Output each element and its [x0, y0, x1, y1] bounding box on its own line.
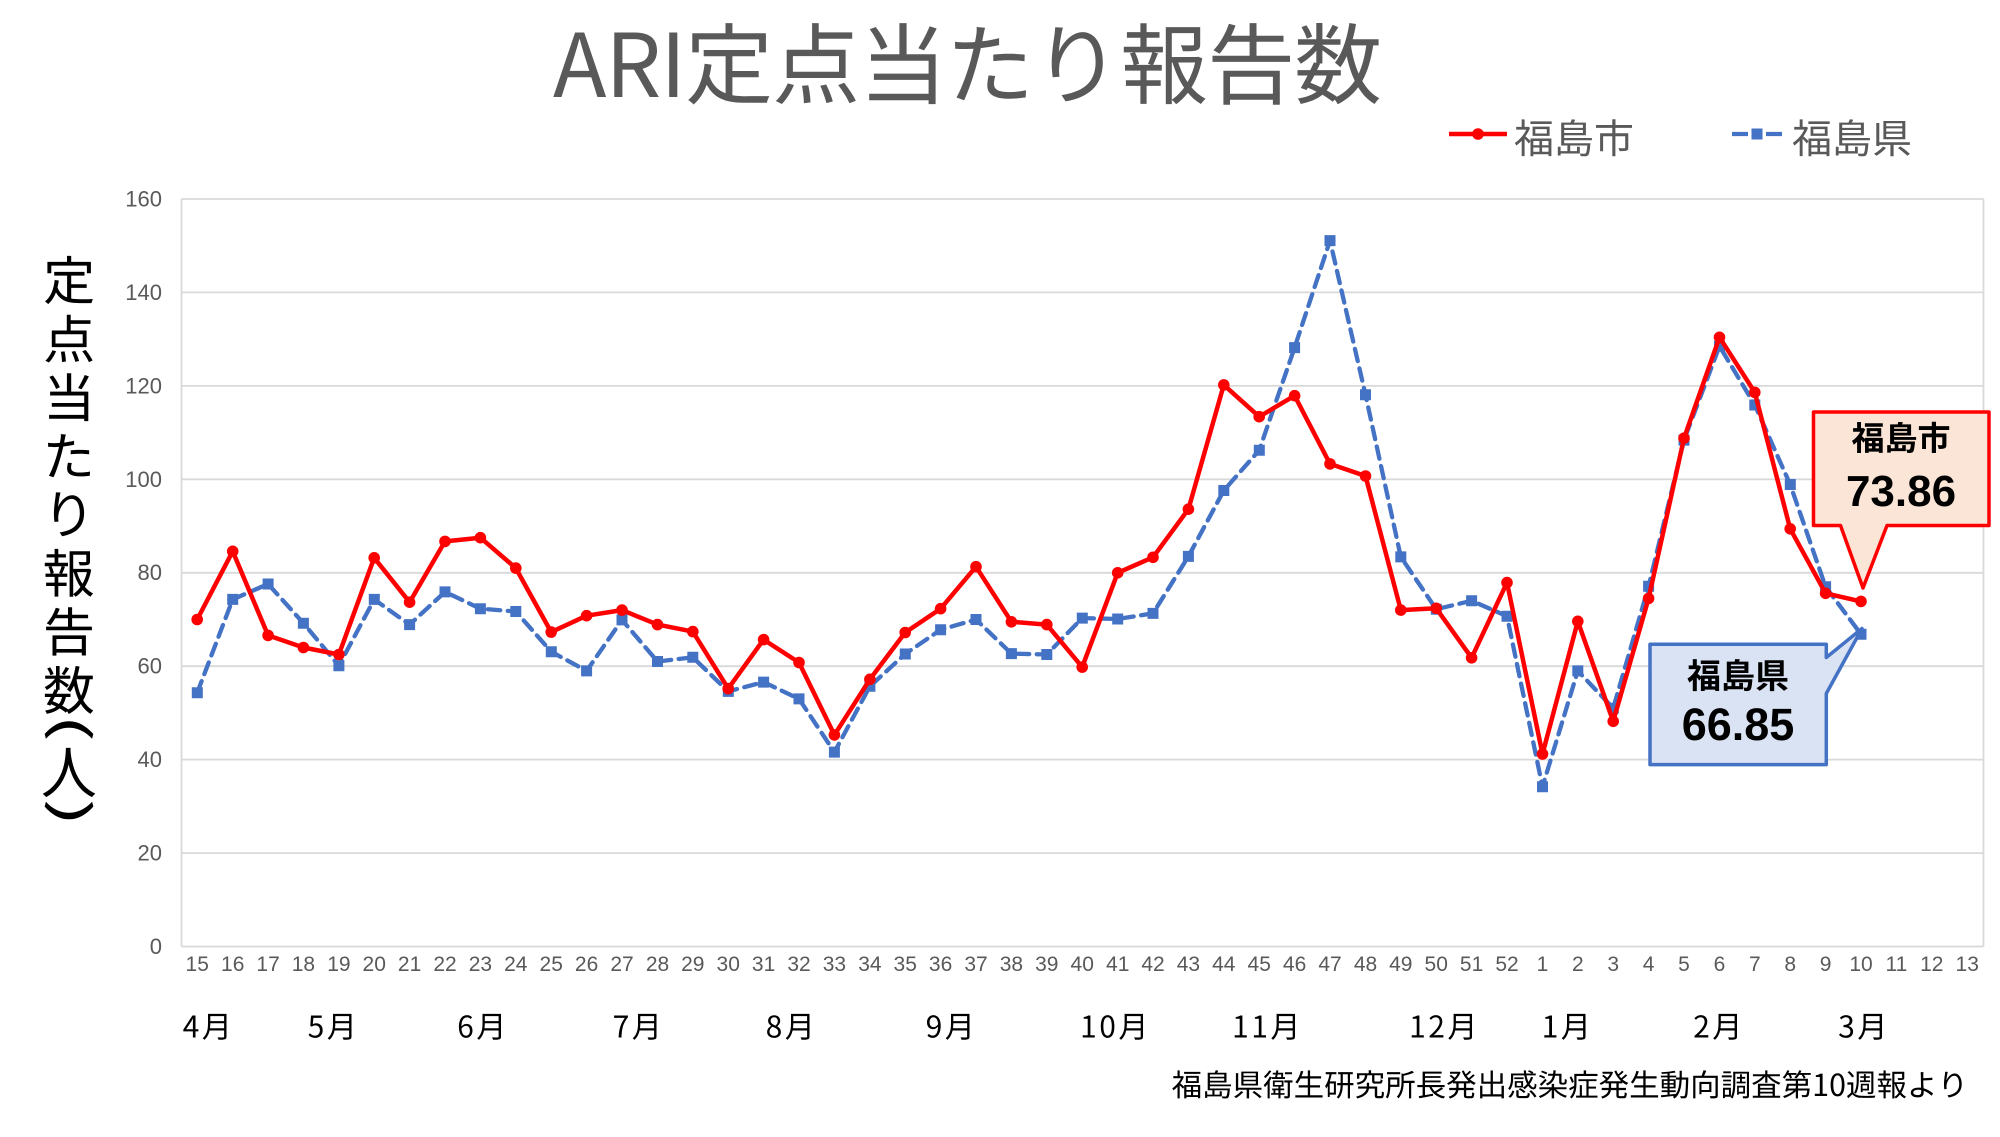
- svg-text:41: 41: [1106, 953, 1129, 976]
- svg-text:38: 38: [1000, 953, 1023, 976]
- svg-text:36: 36: [929, 953, 952, 976]
- svg-text:33: 33: [823, 953, 846, 976]
- svg-text:46: 46: [1283, 953, 1306, 976]
- svg-text:28: 28: [646, 953, 669, 976]
- svg-text:66.85: 66.85: [1682, 699, 1795, 750]
- svg-text:100: 100: [125, 467, 162, 492]
- svg-text:31: 31: [752, 953, 775, 976]
- svg-text:35: 35: [894, 953, 917, 976]
- svg-text:1: 1: [1537, 953, 1549, 976]
- svg-text:44: 44: [1212, 953, 1236, 976]
- svg-text:24: 24: [504, 953, 528, 976]
- svg-text:40: 40: [1071, 953, 1094, 976]
- svg-text:4: 4: [1643, 953, 1655, 976]
- svg-text:3: 3: [1607, 953, 1619, 976]
- svg-text:47: 47: [1318, 953, 1341, 976]
- svg-text:11: 11: [1885, 953, 1907, 976]
- svg-text:73.86: 73.86: [1846, 467, 1956, 516]
- svg-text:19: 19: [327, 953, 350, 976]
- svg-text:49: 49: [1389, 953, 1412, 976]
- svg-text:29: 29: [681, 953, 704, 976]
- svg-text:34: 34: [858, 953, 882, 976]
- svg-text:6: 6: [1714, 953, 1726, 976]
- svg-text:8: 8: [1784, 953, 1796, 976]
- svg-text:51: 51: [1460, 953, 1483, 976]
- svg-text:18: 18: [292, 953, 315, 976]
- svg-text:52: 52: [1495, 953, 1518, 976]
- svg-text:16: 16: [221, 953, 244, 976]
- svg-text:40: 40: [138, 747, 162, 772]
- svg-text:26: 26: [575, 953, 598, 976]
- svg-text:22: 22: [433, 953, 456, 976]
- svg-text:20: 20: [138, 841, 162, 866]
- svg-text:48: 48: [1354, 953, 1377, 976]
- svg-text:17: 17: [256, 953, 279, 976]
- svg-text:60: 60: [138, 654, 162, 679]
- svg-text:160: 160: [125, 187, 162, 212]
- svg-text:140: 140: [125, 280, 162, 305]
- svg-text:21: 21: [398, 953, 421, 976]
- svg-text:50: 50: [1425, 953, 1448, 976]
- svg-text:2: 2: [1572, 953, 1584, 976]
- svg-text:10: 10: [1849, 953, 1872, 976]
- svg-text:5: 5: [1678, 953, 1690, 976]
- svg-text:13: 13: [1956, 953, 1979, 976]
- svg-text:9: 9: [1820, 953, 1832, 976]
- svg-text:27: 27: [610, 953, 633, 976]
- svg-text:7: 7: [1749, 953, 1761, 976]
- svg-text:25: 25: [540, 953, 563, 976]
- svg-text:45: 45: [1248, 953, 1271, 976]
- svg-text:12: 12: [1920, 953, 1943, 976]
- svg-text:20: 20: [363, 953, 386, 976]
- svg-text:0: 0: [150, 934, 162, 959]
- svg-text:15: 15: [186, 953, 209, 976]
- svg-text:23: 23: [469, 953, 492, 976]
- svg-text:42: 42: [1141, 953, 1164, 976]
- svg-text:37: 37: [964, 953, 987, 976]
- svg-text:39: 39: [1035, 953, 1058, 976]
- svg-text:43: 43: [1177, 953, 1200, 976]
- svg-text:120: 120: [125, 373, 162, 398]
- svg-text:30: 30: [717, 953, 740, 976]
- svg-text:32: 32: [787, 953, 810, 976]
- svg-text:80: 80: [138, 560, 162, 585]
